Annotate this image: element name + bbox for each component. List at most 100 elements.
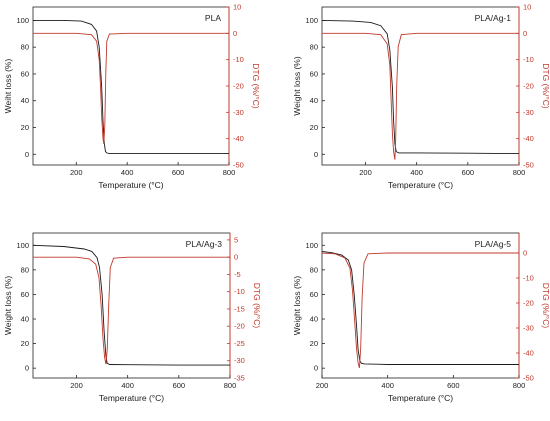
y2-tick-label: -30 xyxy=(233,108,244,117)
y-tick-label: 0 xyxy=(25,364,29,373)
y2-tick-label: -30 xyxy=(523,324,534,333)
x-tick-label: 600 xyxy=(172,168,185,177)
y-tick-label: 40 xyxy=(310,96,318,105)
y-tick-label: 0 xyxy=(25,150,29,159)
x-tick-label: 400 xyxy=(121,381,134,390)
y-tick-label: 40 xyxy=(21,96,29,105)
chart-panel-1: 200 400 600 800020406080100100-10-20-30-40-… xyxy=(3,3,261,191)
plot-frame xyxy=(321,232,520,379)
y2-tick-label: -30 xyxy=(234,356,245,365)
y2-tick-label: -25 xyxy=(234,339,245,348)
y-tick-label: 20 xyxy=(21,123,29,132)
panel-label: PLA/Ag-5 xyxy=(475,239,512,249)
plot-frame xyxy=(32,232,231,379)
y-axis-label: Weiht loss (%) xyxy=(3,59,13,114)
y2-tick-label: -10 xyxy=(523,274,534,283)
y-tick-label: 60 xyxy=(310,69,318,78)
chart-panel-3: 200 400 600 800 0 20 40 60 80 100 5 0 -5 -10 -15 -20 -25… xyxy=(3,232,262,403)
y-tick-label: 100 xyxy=(305,16,318,25)
x-tick-label: 200 xyxy=(359,168,372,177)
y-tick-label: 40 xyxy=(21,315,29,324)
y-tick-label: 0 xyxy=(314,150,318,159)
y-tick-label: 20 xyxy=(310,339,318,348)
y-tick-label: 60 xyxy=(21,290,29,299)
y-tick-label: 40 xyxy=(310,315,318,324)
y-tick-label: 20 xyxy=(21,339,29,348)
x-tick-label: 800 xyxy=(224,381,237,390)
y2-axis-label: DTG (%/°C) xyxy=(251,63,261,109)
y2-tick-label: 0 xyxy=(234,253,238,262)
y-tick-label: 80 xyxy=(21,43,29,52)
y2-tick-label: -35 xyxy=(234,374,245,383)
y2-tick-label: -20 xyxy=(234,322,245,331)
y-tick-label: 60 xyxy=(21,69,29,78)
x-axis-label: Temperature (°C) xyxy=(99,393,164,403)
y2-tick-label: -40 xyxy=(523,349,534,358)
y-tick-label: 100 xyxy=(16,16,29,25)
y2-tick-label: 10 xyxy=(233,3,241,12)
y2-tick-label: 0 xyxy=(523,249,527,258)
dtg-curve xyxy=(322,32,519,160)
panel-label: PLA xyxy=(205,13,221,23)
x-tick-label: 800 xyxy=(513,381,526,390)
y-axis-label: Weight loss (%) xyxy=(292,276,302,336)
y2-tick-label: -50 xyxy=(523,161,534,170)
y2-tick-label: -20 xyxy=(523,299,534,308)
y2-tick-label: -50 xyxy=(523,374,534,383)
y-tick-label: 20 xyxy=(310,123,318,132)
x-tick-label: 600 xyxy=(173,381,186,390)
y2-axis-label: DTG (%/°C) xyxy=(252,283,262,329)
y2-tick-label: -10 xyxy=(233,55,244,64)
y2-tick-label: -50 xyxy=(233,161,244,170)
y2-axis-label: DTG (%/°C) xyxy=(541,283,550,329)
y-tick-label: 100 xyxy=(16,241,29,250)
y2-tick-label: -5 xyxy=(234,270,241,279)
y-tick-label: 60 xyxy=(310,290,318,299)
x-tick-label: 800 xyxy=(513,168,526,177)
panel-label: PLA/Ag-1 xyxy=(475,13,512,23)
y2-tick-label: -10 xyxy=(234,287,245,296)
weight-loss-curve xyxy=(32,244,230,366)
y-axis-label: Weight loss (%) xyxy=(292,56,302,116)
y2-tick-label: 0 xyxy=(523,29,527,38)
y2-tick-label: 0 xyxy=(233,29,237,38)
y2-tick-label: -40 xyxy=(523,134,534,143)
x-axis-label: Temperature (°C) xyxy=(388,180,453,190)
y-axis-label: Weight loss (%) xyxy=(3,276,13,336)
x-tick-label: 200 xyxy=(70,381,83,390)
y-tick-label: 0 xyxy=(314,364,318,373)
y2-tick-label: -40 xyxy=(233,134,244,143)
dtg-curve xyxy=(321,252,519,369)
x-tick-label: 600 xyxy=(447,381,460,390)
panel-label: PLA/Ag-3 xyxy=(186,239,223,249)
x-tick-label: 400 xyxy=(381,381,394,390)
weight-loss-curve xyxy=(33,19,229,155)
chart-panel-4: 200 400 600 800 0 20 40 60 80 100 0 -10 -20 -30 -40 -50… xyxy=(292,232,550,403)
y-tick-label: 80 xyxy=(310,43,318,52)
chart-panel-2: 200 400 600 800020406080100100-10-20-30-40-… xyxy=(292,3,550,191)
x-tick-label: 600 xyxy=(462,168,475,177)
y2-tick-label: 10 xyxy=(523,3,531,12)
dtg-curve xyxy=(33,32,229,144)
y2-tick-label: 5 xyxy=(234,235,238,244)
y-tick-label: 100 xyxy=(305,241,318,250)
y2-tick-label: -15 xyxy=(234,304,245,313)
x-tick-label: 400 xyxy=(121,168,134,177)
x-tick-label: 200 xyxy=(70,168,83,177)
x-tick-label: 400 xyxy=(410,168,423,177)
y2-tick-label: -20 xyxy=(523,82,534,91)
y-tick-label: 80 xyxy=(21,265,29,274)
weight-loss-curve xyxy=(321,19,520,155)
y2-tick-label: -20 xyxy=(233,82,244,91)
y2-axis-label: DTG (%/°C) xyxy=(541,63,550,109)
y2-tick-label: -30 xyxy=(523,108,534,117)
y2-tick-label: -10 xyxy=(523,55,534,64)
x-axis-label: Temperature (°C) xyxy=(388,393,453,403)
weight-loss-curve xyxy=(321,250,519,365)
dtg-curve xyxy=(33,256,230,365)
x-tick-label: 800 xyxy=(223,168,236,177)
plot-frame xyxy=(321,6,520,166)
x-tick-label: 200 xyxy=(316,381,329,390)
x-axis-label: Temperature (°C) xyxy=(98,180,163,190)
